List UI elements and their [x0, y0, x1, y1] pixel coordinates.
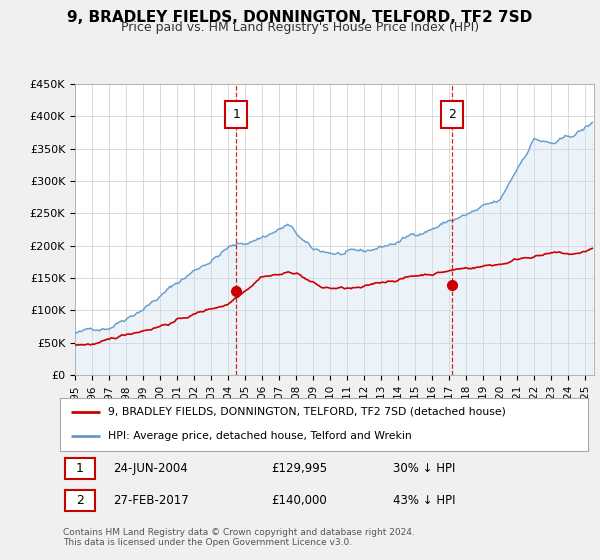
Text: 2: 2 — [448, 108, 456, 121]
Text: 2: 2 — [76, 494, 84, 507]
Text: Price paid vs. HM Land Registry's House Price Index (HPI): Price paid vs. HM Land Registry's House … — [121, 21, 479, 34]
FancyBboxPatch shape — [65, 458, 95, 479]
Text: Contains HM Land Registry data © Crown copyright and database right 2024.: Contains HM Land Registry data © Crown c… — [63, 528, 415, 536]
Text: £140,000: £140,000 — [271, 494, 327, 507]
Text: 30% ↓ HPI: 30% ↓ HPI — [392, 462, 455, 475]
Text: £129,995: £129,995 — [271, 462, 328, 475]
Text: 24-JUN-2004: 24-JUN-2004 — [113, 462, 188, 475]
FancyBboxPatch shape — [441, 101, 463, 128]
Text: 1: 1 — [76, 462, 84, 475]
Text: 1: 1 — [232, 108, 240, 121]
Text: 27-FEB-2017: 27-FEB-2017 — [113, 494, 188, 507]
Text: HPI: Average price, detached house, Telford and Wrekin: HPI: Average price, detached house, Telf… — [107, 431, 411, 441]
Text: 9, BRADLEY FIELDS, DONNINGTON, TELFORD, TF2 7SD: 9, BRADLEY FIELDS, DONNINGTON, TELFORD, … — [67, 10, 533, 25]
FancyBboxPatch shape — [226, 101, 247, 128]
Text: 9, BRADLEY FIELDS, DONNINGTON, TELFORD, TF2 7SD (detached house): 9, BRADLEY FIELDS, DONNINGTON, TELFORD, … — [107, 407, 505, 417]
Text: 43% ↓ HPI: 43% ↓ HPI — [392, 494, 455, 507]
FancyBboxPatch shape — [65, 491, 95, 511]
Text: This data is licensed under the Open Government Licence v3.0.: This data is licensed under the Open Gov… — [63, 538, 352, 547]
